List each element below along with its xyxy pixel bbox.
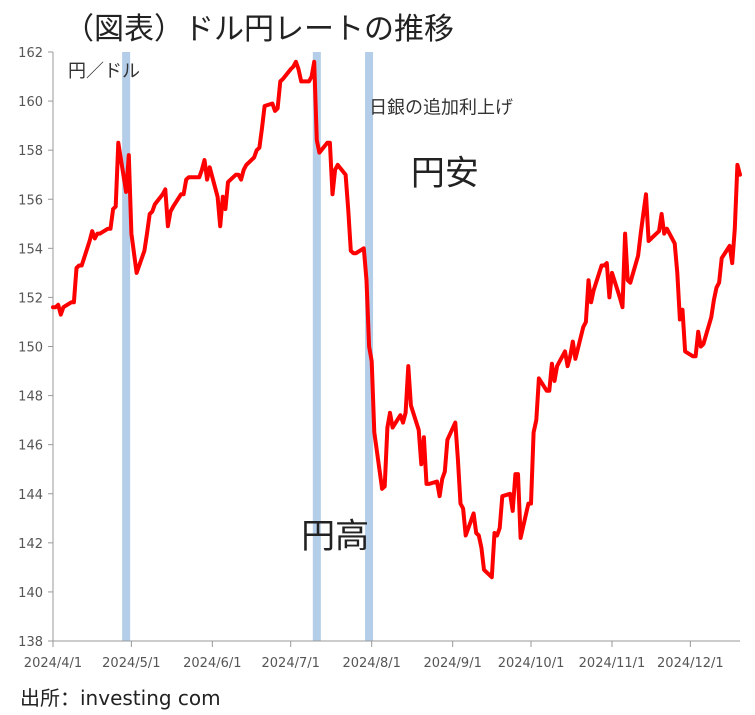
y-tick-label: 138	[18, 635, 43, 650]
rate-line	[51, 59, 742, 580]
source-note: 出所：investing com	[20, 686, 221, 710]
y-tick-label: 148	[18, 390, 43, 405]
annotation-3: 円高	[301, 517, 369, 557]
x-tick-label: 2024/5/1	[102, 656, 160, 671]
annotation-1: 日銀の追加利上げ	[369, 97, 513, 118]
chart-title: （図表）ドル円レートの推移	[64, 12, 454, 47]
y-tick-label: 162	[18, 46, 43, 61]
x-tick-label: 2024/10/1	[498, 656, 565, 671]
y-tick-label: 154	[18, 242, 43, 257]
event-band-2	[312, 52, 321, 641]
x-tick-label: 2024/6/1	[183, 656, 241, 671]
y-tick-label: 144	[18, 488, 43, 503]
y-tick-label: 140	[18, 586, 43, 601]
axes: 138 140 142 144 146 148 150 152 154 156 158 160 162 2…	[18, 46, 740, 671]
x-tick-label: 2024/12/1	[657, 656, 724, 671]
y-axis-label: 円／ドル	[68, 61, 140, 82]
event-band-1	[122, 52, 131, 641]
y-tick-label: 156	[18, 193, 43, 208]
annotation-2: 円安	[411, 154, 479, 194]
x-tick-label: 2024/11/1	[579, 656, 646, 671]
y-tick-label: 146	[18, 439, 43, 454]
x-tick-label: 2024/7/1	[262, 656, 320, 671]
y-tick-label: 160	[18, 95, 43, 110]
x-tick-label: 2024/9/1	[423, 656, 481, 671]
y-tick-label: 152	[18, 291, 43, 306]
y-tick-label: 150	[18, 341, 43, 356]
series-line-1	[51, 59, 742, 580]
x-tick-label: 2024/8/1	[342, 656, 400, 671]
y-tick-label: 158	[18, 144, 43, 159]
y-tick-label: 142	[18, 537, 43, 552]
x-tick-label: 2024/4/1	[24, 656, 82, 671]
